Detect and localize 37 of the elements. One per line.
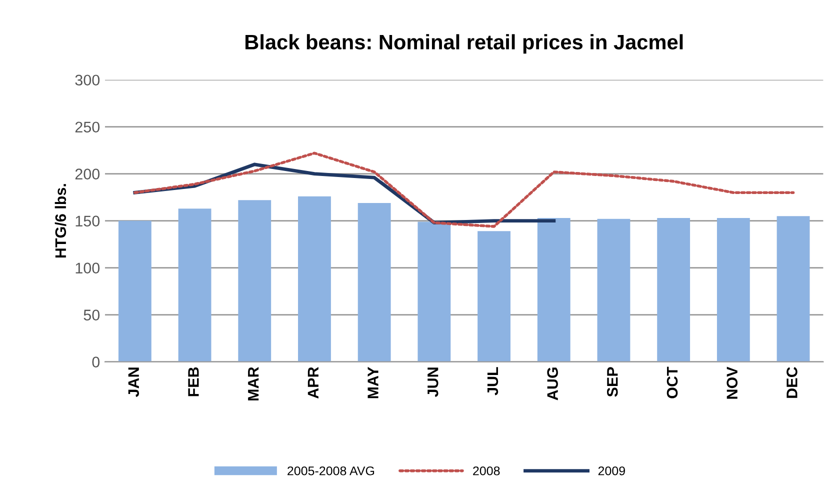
bar xyxy=(118,220,152,362)
bar xyxy=(657,218,690,362)
y-tick-label: 100 xyxy=(76,262,100,274)
y-tick-label: 0 xyxy=(92,356,100,368)
bar xyxy=(238,200,272,362)
y-tick-label: 200 xyxy=(75,168,100,180)
x-tick-label: NOV xyxy=(726,366,738,399)
y-axis-title: HTG/6 lbs. xyxy=(54,184,66,258)
bar xyxy=(418,222,451,362)
x-tick-label: SEP xyxy=(607,367,618,397)
chart-title: Black beans: Nominal retail prices in Jacmel xyxy=(246,34,683,54)
y-tick-label: 250 xyxy=(75,122,100,133)
x-tick-label: FEB xyxy=(188,367,199,396)
x-tick-label: AUG xyxy=(547,368,558,400)
bar xyxy=(537,218,570,362)
bar xyxy=(776,216,810,362)
y-tick-label: 300 xyxy=(75,74,100,86)
bar xyxy=(298,196,331,362)
x-tick-label: DEC xyxy=(786,367,798,398)
legend-label: 2005-2008 AVG xyxy=(288,466,374,476)
bar xyxy=(478,231,510,362)
x-tick-label: MAY xyxy=(368,366,378,398)
x-tick-label: OCT xyxy=(666,366,678,398)
bar xyxy=(178,208,212,362)
legend-label: 2009 xyxy=(598,466,625,476)
line-series xyxy=(134,152,795,228)
y-tick-label: 50 xyxy=(84,310,100,320)
bar xyxy=(716,218,750,362)
x-tick-label: APR xyxy=(308,366,318,399)
bar xyxy=(597,218,630,362)
x-tick-label: MAR xyxy=(248,366,259,400)
y-tick-label: 150 xyxy=(76,216,100,226)
x-tick-label: JUN xyxy=(428,368,438,397)
x-tick-label: JUL xyxy=(487,367,498,396)
bar xyxy=(358,202,391,362)
x-tick-label: JAN xyxy=(128,368,140,397)
legend-label: 2008 xyxy=(473,466,500,476)
